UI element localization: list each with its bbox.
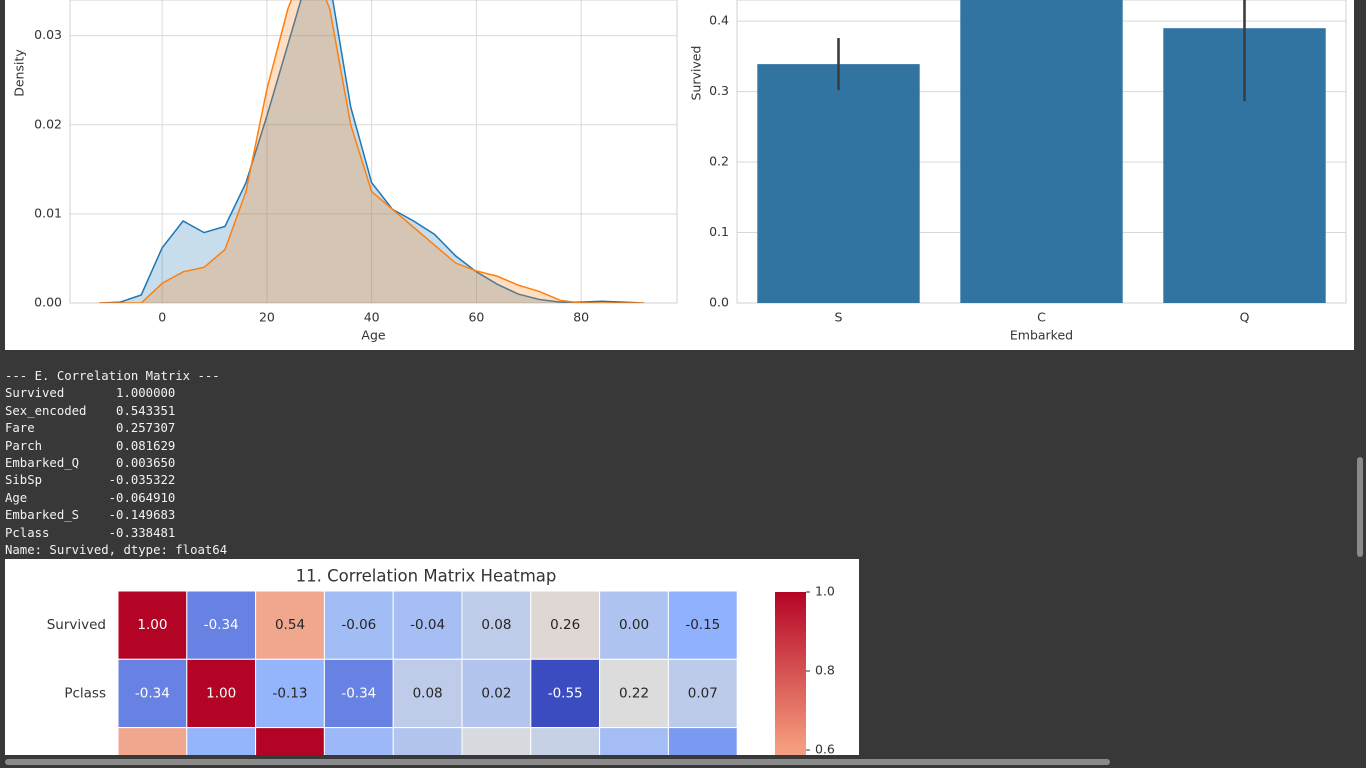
console-line: Embarked_S -0.149683 — [5, 508, 176, 523]
horizontal-scrollbar[interactable] — [5, 759, 1110, 765]
y-axis-label: Survived — [689, 46, 704, 101]
console-output: --- E. Correlation Matrix --- Survived 1.… — [5, 368, 227, 559]
heatmap-cell — [186, 590, 257, 660]
kde-area — [99, 0, 645, 303]
cell-label: -0.55 — [548, 685, 583, 701]
x-tick-label: 80 — [573, 310, 589, 325]
cell-label: -0.06 — [341, 617, 376, 633]
plot-area — [757, 0, 1326, 303]
y-tick-label: 0.02 — [34, 116, 62, 131]
kde-area — [99, 0, 645, 303]
cell-label: 0.08 — [413, 685, 443, 701]
console-line: Pclass -0.338481 — [5, 525, 176, 540]
kde-line — [99, 0, 645, 303]
colorbar-tick-label: 1.0 — [815, 584, 835, 599]
heatmap-cell — [599, 658, 669, 729]
heatmap-cell — [599, 590, 669, 660]
heatmap-cell — [323, 727, 394, 755]
x-tick-label: 60 — [468, 310, 484, 325]
cell-label: -0.04 — [410, 617, 445, 633]
x-tick-label: 0 — [158, 310, 166, 325]
console-line: Sex_encoded 0.543351 — [5, 403, 176, 418]
heatmap-cell — [530, 727, 601, 755]
figure-panel — [5, 0, 1354, 350]
y-tick-label: 0.0 — [709, 295, 729, 310]
y-tick-label: 0.4 — [709, 13, 729, 28]
y-tick-label: 0.00 — [34, 295, 62, 310]
x-tick-label: Q — [1240, 310, 1250, 325]
cell-label: -0.34 — [135, 685, 170, 701]
row-label: Pclass — [64, 685, 106, 701]
colorbar-tick-label: 0.6 — [815, 742, 835, 757]
chart-title: 11. Correlation Matrix Heatmap — [296, 567, 557, 586]
bar — [757, 64, 920, 303]
console-line: --- E. Correlation Matrix --- — [5, 369, 220, 383]
vertical-scrollbar[interactable] — [1357, 457, 1363, 557]
axes-frame — [69, 0, 678, 304]
cell-label: 0.54 — [275, 617, 305, 633]
kde-chart: 0.00 0.01 0.02 0.03 Age Density 0 20 40 60 80 — [12, 0, 678, 343]
heatmap-cell — [461, 590, 532, 660]
y-tick-label: 0.2 — [709, 154, 729, 169]
heatmap-cell — [667, 727, 738, 755]
y-tick-label: 0.01 — [34, 205, 62, 220]
heatmap-cell — [255, 727, 325, 755]
plot-area — [99, 0, 645, 303]
cell-label: 0.07 — [688, 685, 718, 701]
heatmap-cell — [392, 727, 463, 755]
heatmap-cell — [392, 590, 463, 660]
heatmap-cell — [667, 590, 738, 660]
cell-label: 0.08 — [481, 617, 511, 633]
cell-label: -0.13 — [273, 685, 308, 701]
console-line: Survived 1.000000 — [5, 386, 176, 401]
y-axis-label: Density — [12, 49, 27, 97]
console-line: Age -0.064910 — [5, 490, 176, 505]
heatmap-cell — [255, 658, 325, 729]
heatmap-cell — [323, 590, 394, 660]
y-tick-label: 0.3 — [709, 83, 729, 98]
heatmap-cell — [461, 727, 532, 755]
colorbar-tick-label: 0.8 — [815, 663, 835, 678]
cell-label: 0.00 — [619, 617, 649, 633]
x-tick-label: C — [1037, 310, 1046, 325]
cell-label: -0.15 — [685, 617, 720, 633]
x-axis-label: Age — [361, 328, 385, 343]
x-tick-label: 40 — [364, 310, 380, 325]
cell-label: 0.26 — [550, 617, 580, 633]
console-line: Parch 0.081629 — [5, 438, 176, 453]
cell-label: 0.02 — [481, 685, 511, 701]
console-line: SibSp -0.035322 — [5, 473, 176, 488]
cell-label: 1.00 — [137, 617, 167, 633]
heatmap-cell — [667, 658, 738, 729]
row-label: Survived — [47, 617, 106, 633]
heatmap-cell — [186, 727, 257, 755]
y-tick-label: 0.1 — [709, 224, 729, 239]
x-tick-label: S — [835, 310, 843, 325]
console-line: Name: Survived, dtype: float64 — [5, 543, 228, 558]
heatmap-chart: 11. Correlation Matrix Heatmap Survived 1.… — [47, 567, 835, 757]
heatmap-cell — [117, 727, 188, 755]
console-line: Embarked_Q 0.003650 — [5, 456, 176, 471]
kde-line — [99, 0, 645, 303]
heatmap-cell — [255, 590, 325, 660]
y-tick-label: 0.03 — [34, 27, 62, 42]
cell-label: -0.34 — [204, 617, 239, 633]
heatmap-cell — [117, 658, 188, 729]
console-line: Fare 0.257307 — [5, 421, 176, 436]
cell-label: -0.34 — [341, 685, 376, 701]
bar — [960, 0, 1123, 303]
heatmap-cell — [186, 658, 257, 729]
heatmap-cell — [530, 658, 601, 729]
heatmap-cell — [530, 590, 601, 660]
x-axis-label: Embarked — [1010, 328, 1073, 343]
x-tick-label: 20 — [259, 310, 275, 325]
heatmap-cell — [599, 727, 669, 755]
cell-label: 0.22 — [619, 685, 649, 701]
heatmap-cell — [392, 658, 463, 729]
bar-chart: 0.0 0.1 0.2 0.3 0.4 Embarked Survived S C Q — [689, 0, 1347, 343]
cell-label: 1.00 — [206, 685, 236, 701]
colorbar — [775, 592, 806, 755]
